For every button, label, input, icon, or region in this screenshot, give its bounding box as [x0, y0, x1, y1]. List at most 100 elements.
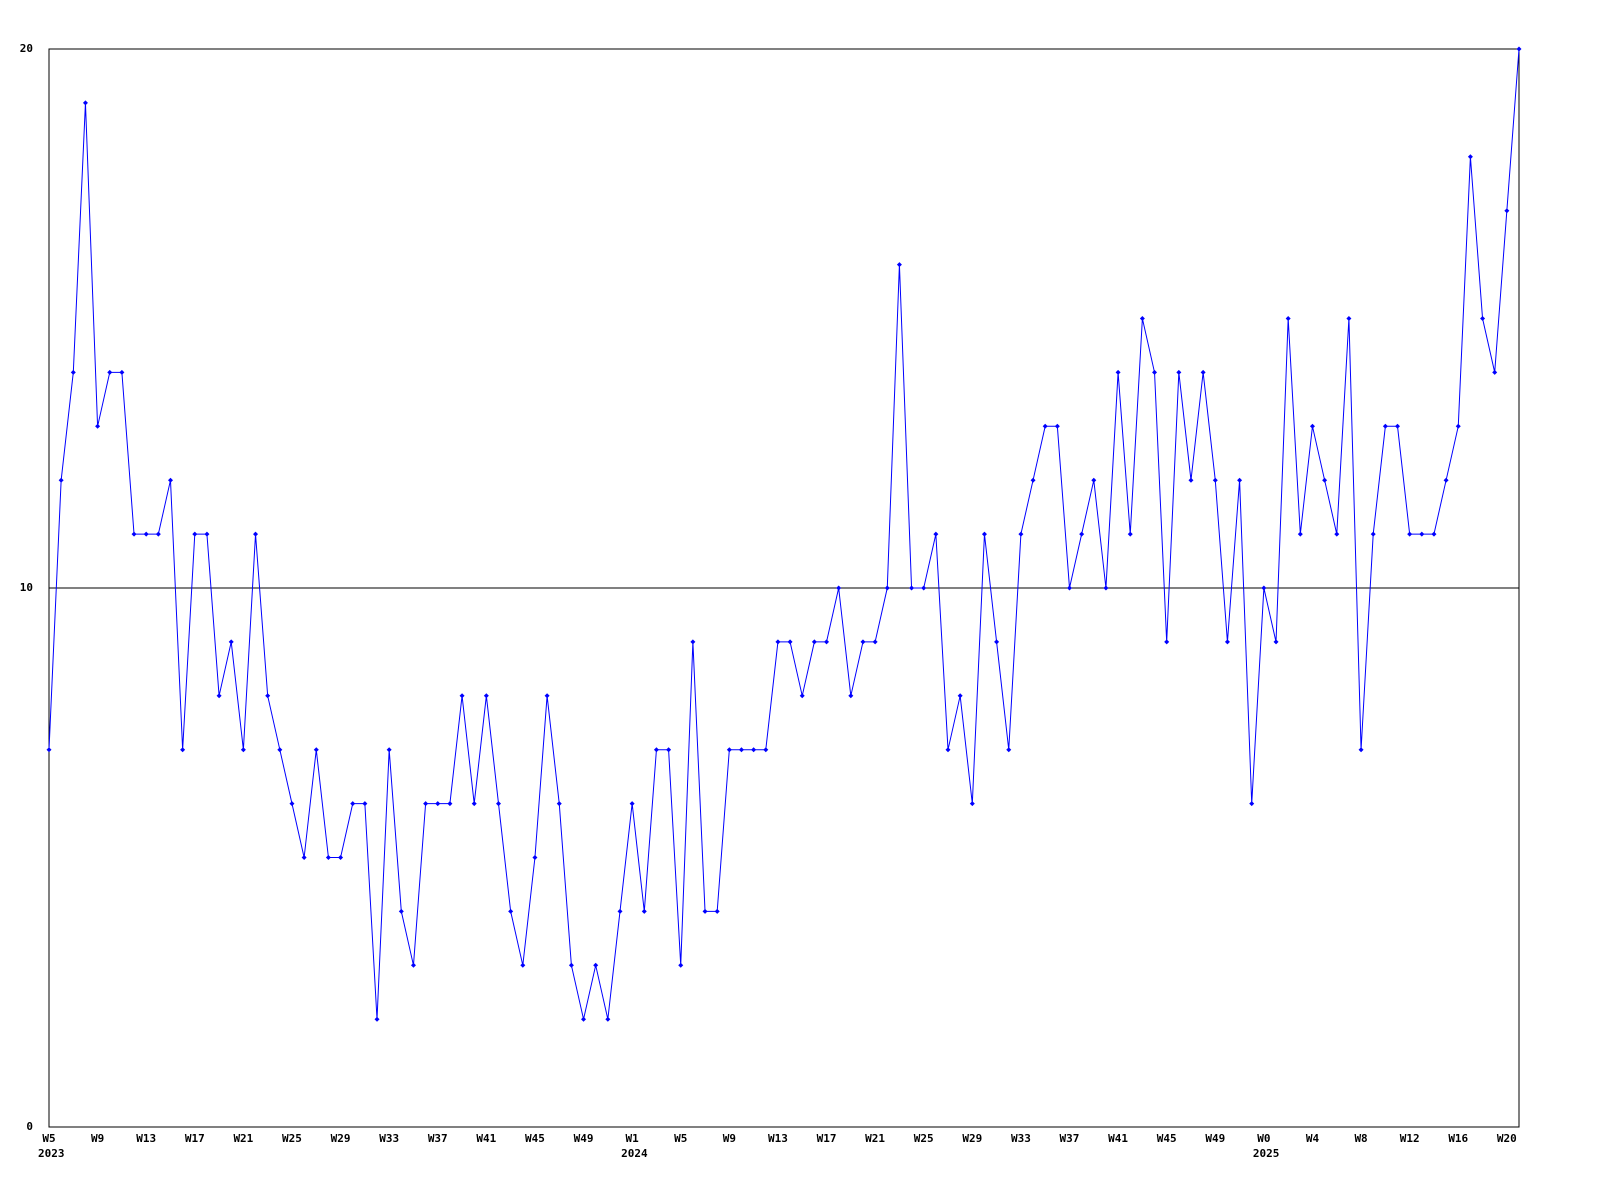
point-marker: [143, 531, 149, 537]
point-marker: [702, 908, 708, 914]
point-marker: [593, 962, 599, 968]
point-marker: [714, 908, 720, 914]
point-marker: [301, 855, 307, 860]
x-tick-label: W0: [1257, 1132, 1270, 1145]
x-tick-label: W29: [962, 1132, 982, 1145]
point-marker: [678, 962, 684, 968]
point-marker: [763, 747, 769, 753]
point-marker: [1237, 477, 1243, 483]
point-marker: [1431, 531, 1437, 537]
point-marker: [459, 693, 465, 699]
point-marker: [1212, 477, 1218, 483]
point-marker: [435, 801, 441, 807]
point-marker: [398, 908, 404, 914]
point-marker: [957, 693, 963, 699]
x-tick-label: W45: [1157, 1132, 1177, 1145]
point-marker: [945, 747, 951, 753]
point-marker: [1297, 531, 1303, 537]
point-marker: [228, 639, 234, 645]
point-marker: [787, 639, 793, 645]
x-tick-label: W8: [1354, 1132, 1367, 1145]
point-marker: [167, 477, 173, 483]
point-marker: [1504, 208, 1510, 214]
point-marker: [1030, 477, 1036, 483]
x-group-label: 2024: [621, 1147, 648, 1160]
point-marker: [192, 531, 198, 537]
point-marker: [909, 585, 915, 591]
x-group-label: 2023: [38, 1147, 65, 1160]
point-marker: [653, 747, 659, 753]
point-marker: [1419, 531, 1425, 537]
point-marker: [1152, 369, 1158, 375]
x-tick-label: W41: [1108, 1132, 1128, 1145]
point-marker: [1516, 46, 1522, 52]
x-tick-label: W9: [723, 1132, 736, 1145]
point-marker: [1346, 316, 1352, 321]
point-marker: [666, 747, 672, 753]
x-tick-label: W21: [865, 1132, 885, 1145]
x-tick-label: W21: [233, 1132, 253, 1145]
x-tick-label: W5: [42, 1132, 55, 1145]
point-marker: [374, 1016, 380, 1022]
point-marker: [1309, 423, 1315, 429]
point-marker: [216, 693, 222, 699]
x-tick-label: W12: [1400, 1132, 1420, 1145]
point-marker: [994, 639, 1000, 645]
point-marker: [1054, 423, 1060, 429]
point-marker: [496, 801, 502, 807]
point-marker: [95, 423, 101, 429]
x-tick-label: W16: [1448, 1132, 1468, 1145]
x-tick-label: W13: [136, 1132, 156, 1145]
point-marker: [1322, 477, 1328, 483]
x-tick-label: W17: [185, 1132, 205, 1145]
y-tick-label: 0: [26, 1120, 33, 1133]
point-marker: [1006, 747, 1012, 753]
point-marker: [556, 801, 562, 807]
point-marker: [313, 747, 319, 753]
point-marker: [1334, 531, 1340, 537]
point-marker: [277, 747, 283, 753]
point-marker: [933, 531, 939, 537]
x-tick-label: W9: [91, 1132, 104, 1145]
point-marker: [1407, 531, 1413, 537]
point-marker: [1091, 477, 1097, 483]
point-marker: [811, 639, 817, 645]
point-marker: [1018, 531, 1024, 537]
point-marker: [544, 693, 550, 699]
point-marker: [872, 639, 878, 645]
point-marker: [131, 531, 137, 537]
point-marker: [775, 639, 781, 645]
point-marker: [410, 962, 416, 968]
point-marker: [690, 639, 696, 645]
point-marker: [471, 801, 477, 807]
x-tick-label: W13: [768, 1132, 788, 1145]
x-tick-label: W37: [428, 1132, 448, 1145]
point-marker: [617, 908, 623, 914]
x-tick-label: W5: [674, 1132, 687, 1145]
point-marker: [981, 531, 987, 537]
point-marker: [884, 585, 890, 591]
point-marker: [338, 855, 344, 860]
point-marker: [726, 747, 732, 753]
point-marker: [1467, 154, 1473, 160]
point-marker: [204, 531, 210, 537]
point-marker: [824, 639, 830, 645]
point-marker: [46, 747, 52, 753]
x-tick-label: W1: [626, 1132, 640, 1145]
point-marker: [1492, 369, 1498, 375]
x-tick-label: W33: [379, 1132, 399, 1145]
point-marker: [1395, 423, 1401, 429]
point-marker: [1285, 316, 1291, 321]
point-marker: [921, 585, 927, 591]
point-marker: [155, 531, 161, 537]
point-marker: [386, 747, 392, 753]
point-marker: [1273, 639, 1279, 645]
point-marker: [629, 801, 635, 807]
point-marker: [289, 801, 295, 807]
point-marker: [860, 639, 866, 645]
y-tick-label: 20: [20, 42, 33, 55]
point-marker: [483, 693, 489, 699]
point-marker: [581, 1016, 587, 1022]
point-marker: [1358, 747, 1364, 753]
point-marker: [1103, 585, 1109, 591]
